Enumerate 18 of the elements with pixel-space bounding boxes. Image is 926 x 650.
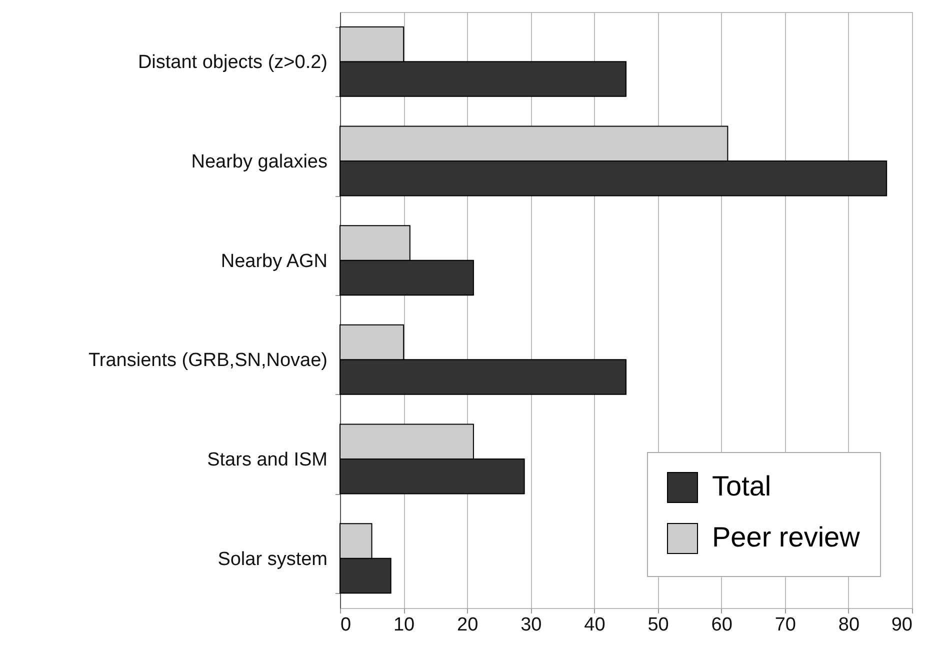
y-tick-label: Nearby galaxies <box>191 152 328 172</box>
y-tick-label: Stars and ISM <box>207 450 328 470</box>
x-tick-label: 40 <box>584 614 606 636</box>
x-tick-label: 80 <box>838 614 860 636</box>
y-tick-label: Distant objects (z>0.2) <box>138 52 328 74</box>
x-tick-label: 30 <box>520 614 542 636</box>
y-tick-label: Solar system <box>218 548 328 570</box>
x-tick-label: 70 <box>774 614 796 636</box>
x-tick-label: 10 <box>393 614 415 636</box>
y-tick-label: Transients (GRB,SN,Novae) <box>88 350 328 372</box>
y-tick-label: Nearby AGN <box>220 250 328 272</box>
x-tick-label: 90 <box>891 614 912 636</box>
x-tick-label: 20 <box>457 614 478 636</box>
legend-label: Total <box>712 470 772 502</box>
x-tick-label: 0 <box>340 614 352 636</box>
x-tick-label: 50 <box>648 614 669 636</box>
legend-label: Peer review <box>712 522 861 552</box>
x-tick-label: 60 <box>711 614 732 636</box>
